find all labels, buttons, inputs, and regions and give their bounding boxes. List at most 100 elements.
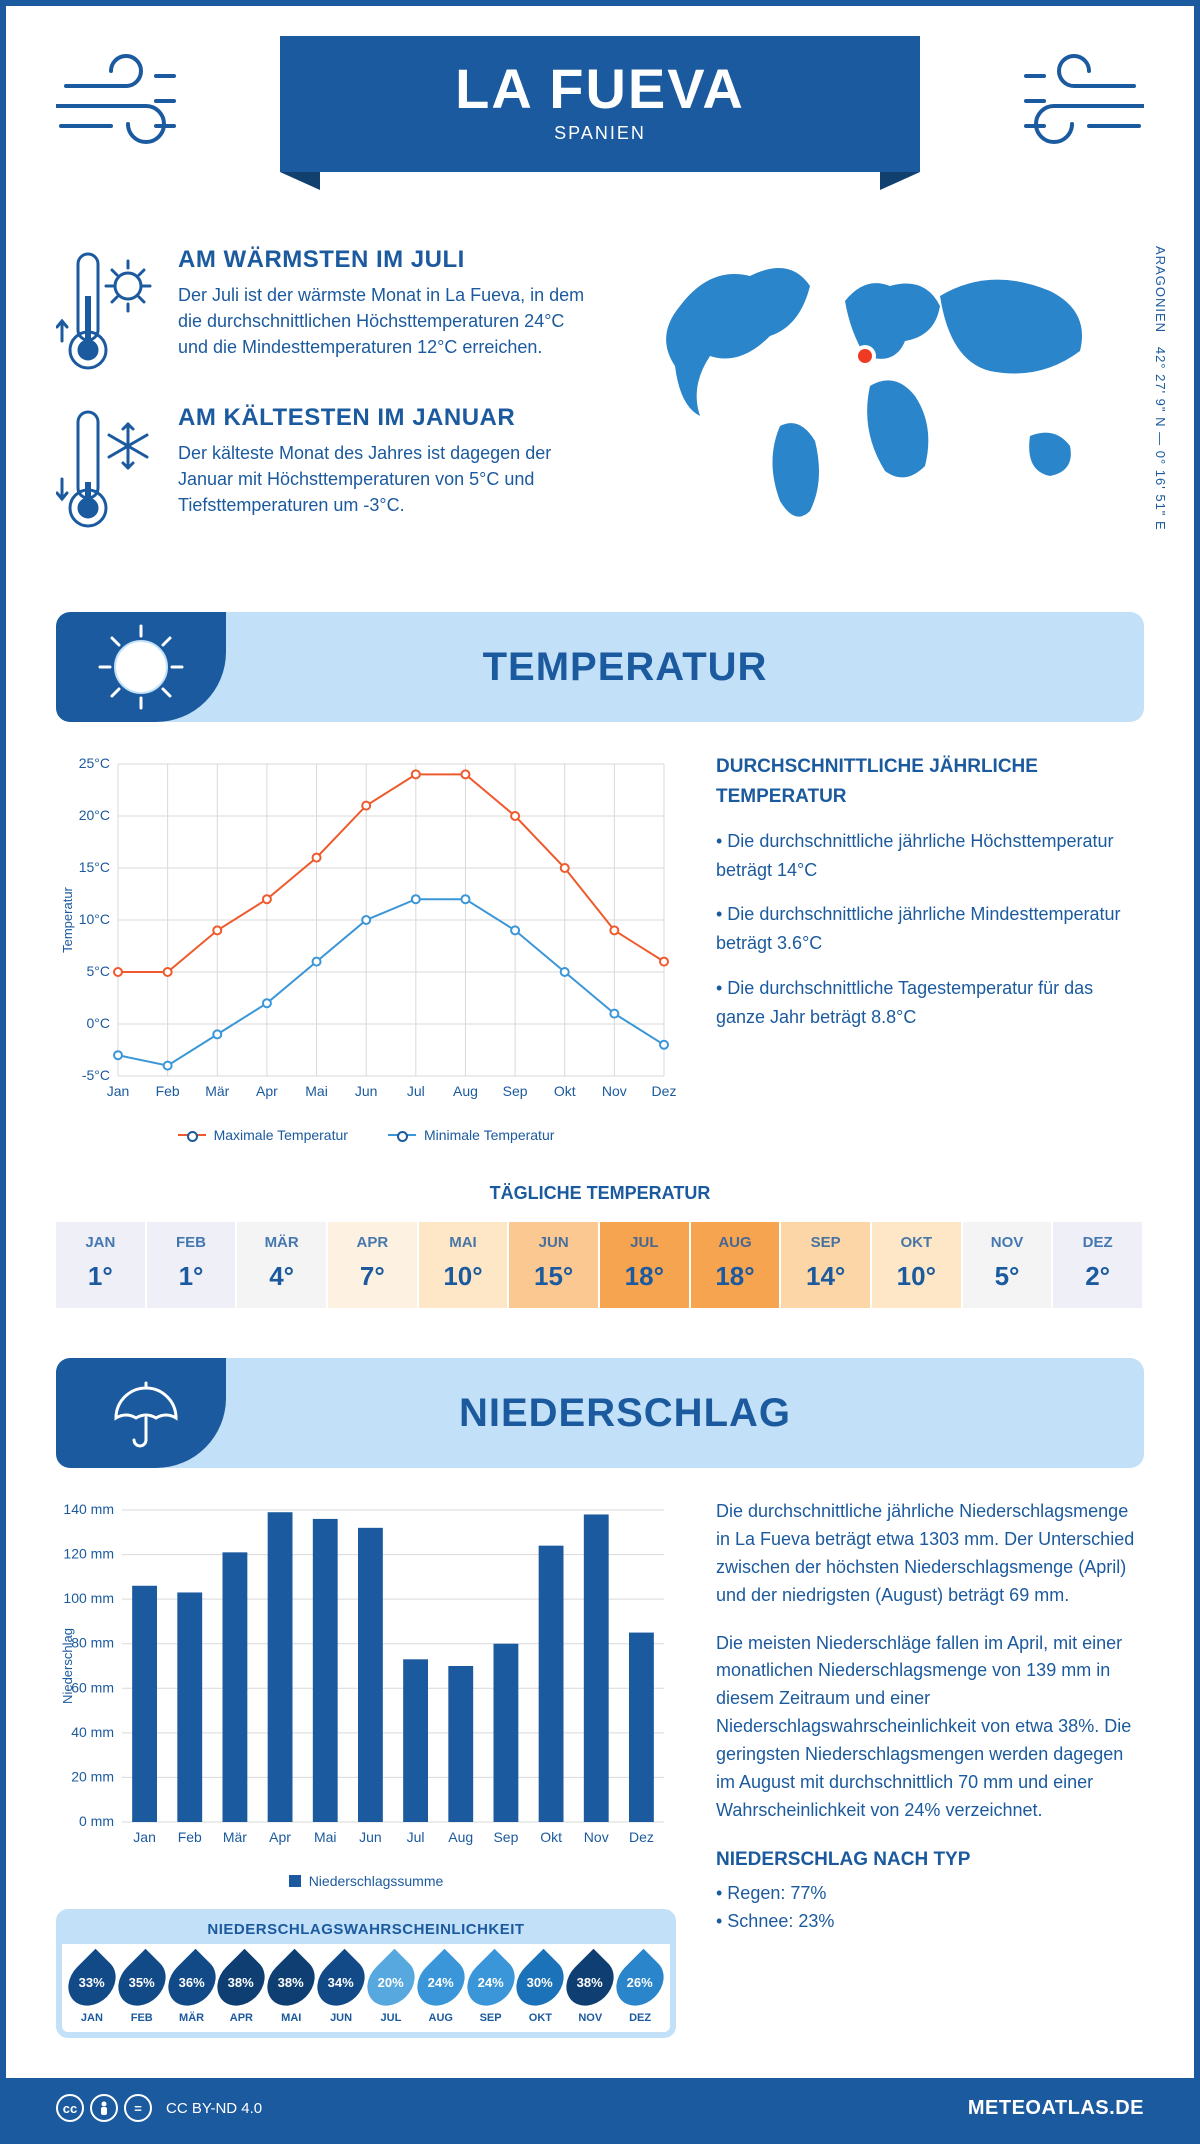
svg-text:0°C: 0°C: [87, 1015, 111, 1031]
probability-title: NIEDERSCHLAGSWAHRSCHEINLICHKEIT: [62, 1915, 670, 1944]
svg-text:Sep: Sep: [493, 1829, 518, 1845]
daily-cell: JUL18°: [600, 1222, 691, 1308]
daily-cell: NOV5°: [963, 1222, 1054, 1308]
country-name: SPANIEN: [280, 123, 920, 144]
svg-text:0 mm: 0 mm: [79, 1813, 114, 1829]
svg-text:10°C: 10°C: [79, 911, 110, 927]
svg-text:15°C: 15°C: [79, 859, 110, 875]
svg-text:20°C: 20°C: [79, 807, 110, 823]
license-text: CC BY-ND 4.0: [166, 2100, 262, 2117]
probability-drop: 35%FEB: [118, 1956, 166, 2024]
svg-text:Jul: Jul: [407, 1829, 425, 1845]
coldest-title: AM KÄLTESTEN IM JANUAR: [178, 404, 598, 432]
cc-icon: cc: [56, 2094, 84, 2122]
temp-bullet: • Die durchschnittliche jährliche Mindes…: [716, 900, 1144, 958]
temp-legend: Maximale Temperatur Minimale Temperatur: [56, 1127, 676, 1143]
brand-name: METEOATLAS.DE: [968, 2097, 1144, 2120]
coldest-text: Der kälteste Monat des Jahres ist dagege…: [178, 440, 598, 518]
warmest-title: AM WÄRMSTEN IM JULI: [178, 246, 598, 274]
probability-drop: 38%MAI: [267, 1956, 315, 2024]
svg-text:Mär: Mär: [205, 1083, 229, 1099]
title-banner: LA FUEVA SPANIEN: [280, 36, 920, 172]
svg-text:Aug: Aug: [453, 1083, 478, 1099]
precip-type-bullet: • Schnee: 23%: [716, 1908, 1144, 1936]
temp-bullet: • Die durchschnittliche Tagestemperatur …: [716, 974, 1144, 1032]
daily-cell: APR7°: [328, 1222, 419, 1308]
precip-banner: NIEDERSCHLAG: [56, 1358, 1144, 1468]
svg-text:5°C: 5°C: [87, 963, 111, 979]
probability-drop: 30%OKT: [516, 1956, 564, 2024]
coordinates: ARAGONIEN 42° 27' 9" N — 0° 16' 51" E: [1153, 246, 1168, 531]
wind-icon: [994, 46, 1144, 156]
probability-drop: 34%JUN: [317, 1956, 365, 2024]
cc-icons: cc =: [56, 2094, 152, 2122]
thermometer-cold-icon: [56, 404, 156, 534]
header: LA FUEVA SPANIEN: [56, 36, 1144, 216]
svg-text:Feb: Feb: [178, 1829, 202, 1845]
daily-temp-table: TÄGLICHE TEMPERATUR JAN1°FEB1°MÄR4°APR7°…: [56, 1183, 1144, 1308]
svg-text:Nov: Nov: [602, 1083, 627, 1099]
daily-cell: OKT10°: [872, 1222, 963, 1308]
svg-text:Aug: Aug: [448, 1829, 473, 1845]
svg-text:Mai: Mai: [305, 1083, 328, 1099]
daily-cell: DEZ2°: [1053, 1222, 1144, 1308]
probability-drop: 36%MÄR: [168, 1956, 216, 2024]
daily-cell: FEB1°: [147, 1222, 238, 1308]
svg-text:Jun: Jun: [359, 1829, 382, 1845]
avg-temp-title: DURCHSCHNITTLICHE JÄHRLICHE TEMPERATUR: [716, 752, 1144, 813]
svg-text:Okt: Okt: [554, 1083, 576, 1099]
svg-text:20 mm: 20 mm: [71, 1768, 114, 1784]
wind-icon: [56, 46, 206, 156]
svg-text:60 mm: 60 mm: [71, 1679, 114, 1695]
probability-drop: 24%SEP: [467, 1956, 515, 2024]
precip-legend: Niederschlagssumme: [56, 1873, 676, 1889]
svg-text:-5°C: -5°C: [82, 1067, 110, 1083]
warmest-text: Der Juli ist der wärmste Monat in La Fue…: [178, 282, 598, 360]
svg-text:Niederschlag: Niederschlag: [60, 1628, 75, 1704]
daily-cell: JUN15°: [509, 1222, 600, 1308]
precip-paragraph: Die durchschnittliche jährliche Niedersc…: [716, 1498, 1144, 1610]
precip-paragraph: Die meisten Niederschläge fallen im Apri…: [716, 1630, 1144, 1825]
temp-bullet: • Die durchschnittliche jährliche Höchst…: [716, 827, 1144, 885]
daily-cell: AUG18°: [691, 1222, 782, 1308]
svg-text:Apr: Apr: [269, 1829, 291, 1845]
svg-text:40 mm: 40 mm: [71, 1724, 114, 1740]
svg-text:Dez: Dez: [652, 1083, 676, 1099]
world-map: ARAGONIEN 42° 27' 9" N — 0° 16' 51" E: [640, 246, 1144, 562]
probability-panel: NIEDERSCHLAGSWAHRSCHEINLICHKEIT 33%JAN35…: [56, 1909, 676, 2038]
svg-text:140 mm: 140 mm: [63, 1501, 114, 1517]
daily-cell: JAN1°: [56, 1222, 147, 1308]
svg-text:Jan: Jan: [133, 1829, 156, 1845]
svg-text:25°C: 25°C: [79, 755, 110, 771]
nd-icon: =: [124, 2094, 152, 2122]
city-name: LA FUEVA: [280, 56, 920, 121]
svg-text:Mär: Mär: [223, 1829, 247, 1845]
svg-text:Feb: Feb: [156, 1083, 180, 1099]
probability-drop: 26%DEZ: [616, 1956, 664, 2024]
footer: cc = CC BY-ND 4.0 METEOATLAS.DE: [6, 2078, 1194, 2138]
thermometer-hot-icon: [56, 246, 156, 376]
precip-type-title: NIEDERSCHLAG NACH TYP: [716, 1845, 1144, 1874]
svg-text:Temperatur: Temperatur: [60, 886, 75, 952]
svg-text:Mai: Mai: [314, 1829, 337, 1845]
temp-banner: TEMPERATUR: [56, 612, 1144, 722]
daily-cell: MÄR4°: [237, 1222, 328, 1308]
svg-text:Jun: Jun: [355, 1083, 378, 1099]
svg-text:Jan: Jan: [107, 1083, 130, 1099]
daily-cell: SEP14°: [781, 1222, 872, 1308]
svg-text:80 mm: 80 mm: [71, 1635, 114, 1651]
probability-drop: 24%AUG: [417, 1956, 465, 2024]
precip-section-title: NIEDERSCHLAG: [226, 1391, 1144, 1436]
svg-text:Jul: Jul: [407, 1083, 425, 1099]
by-icon: [90, 2094, 118, 2122]
svg-text:Dez: Dez: [629, 1829, 654, 1845]
coldest-block: AM KÄLTESTEN IM JANUAR Der kälteste Mona…: [56, 404, 610, 534]
precipitation-bar-chart: 0 mm20 mm40 mm60 mm80 mm100 mm120 mm140 …: [56, 1498, 676, 1858]
probability-drop: 38%NOV: [566, 1956, 614, 2024]
svg-text:Apr: Apr: [256, 1083, 278, 1099]
probability-drop: 33%JAN: [68, 1956, 116, 2024]
warmest-block: AM WÄRMSTEN IM JULI Der Juli ist der wär…: [56, 246, 610, 376]
svg-text:Nov: Nov: [584, 1829, 609, 1845]
daily-cell: MAI10°: [419, 1222, 510, 1308]
daily-temp-title: TÄGLICHE TEMPERATUR: [56, 1183, 1144, 1204]
